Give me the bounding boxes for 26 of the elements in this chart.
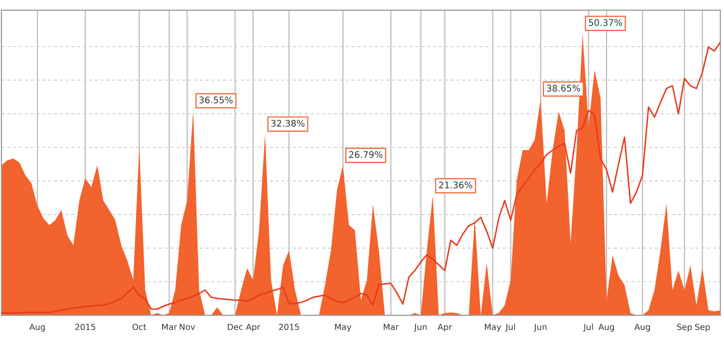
data-label: 26.79%	[349, 151, 382, 158]
x-tick-label: Oct	[132, 324, 146, 330]
x-tick-label: Sep	[677, 324, 692, 332]
x-tick-label: Aug	[29, 324, 45, 332]
x-tick-label: Jun	[534, 324, 546, 332]
data-label: 38.65%	[546, 84, 580, 92]
x-tick-label: May	[335, 324, 352, 332]
x-tick-label: 2015	[279, 324, 299, 330]
x-tick-label: Apr	[246, 324, 260, 332]
x-tick-label: Sep	[695, 324, 710, 332]
x-tick-label: Mar	[162, 324, 178, 330]
x-tick-label: Nov	[180, 324, 196, 330]
x-tick-label: Apr	[438, 324, 452, 332]
x-tick-label: Jun	[414, 324, 427, 332]
x-tick-label: Jul	[505, 324, 515, 332]
x-tick-label: May	[484, 324, 502, 332]
x-tick-label: 2015	[75, 324, 96, 330]
x-tick-label: Dec	[228, 324, 243, 330]
x-tick-label: Aug	[634, 324, 650, 332]
x-tick-label: Jul	[583, 324, 593, 332]
data-label: 32.38%	[271, 120, 305, 127]
data-label: 36.55%	[199, 96, 233, 104]
data-label: 50.37%	[588, 19, 622, 26]
x-tick-label: Mar	[384, 324, 399, 330]
x-tick-label: Aug	[598, 324, 614, 332]
data-label: 21.36%	[439, 182, 472, 188]
